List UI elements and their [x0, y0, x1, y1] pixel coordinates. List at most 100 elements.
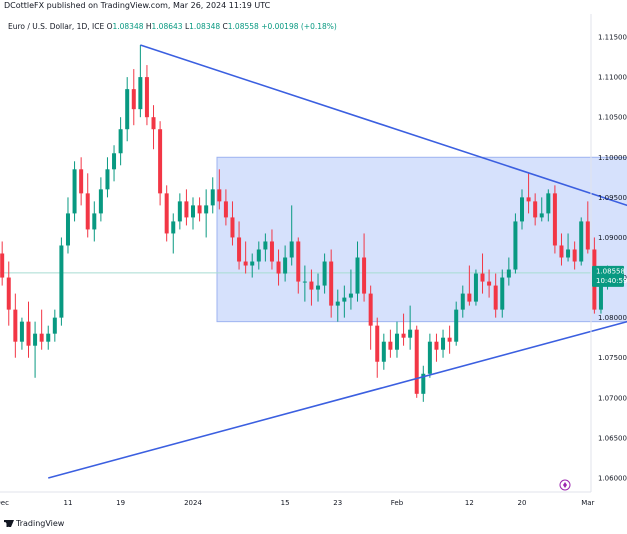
candle-body: [177, 201, 182, 222]
candle-body: [164, 193, 169, 234]
candle: [421, 365, 426, 402]
candle-body: [98, 189, 103, 214]
candle: [526, 173, 531, 214]
candle-body: [487, 281, 492, 286]
candle-body: [171, 221, 176, 234]
candle: [118, 117, 123, 166]
candle: [388, 329, 393, 358]
candle: [401, 313, 406, 346]
candle: [26, 301, 31, 358]
candle-body: [250, 261, 255, 266]
price-tick-label: 1.07500: [598, 354, 627, 362]
price-tick-label: 1.09000: [598, 234, 627, 242]
time-tick-label: 15: [281, 499, 290, 507]
candle-body: [585, 221, 590, 250]
candle-body: [263, 241, 268, 250]
candle: [125, 77, 130, 142]
candle: [585, 201, 590, 254]
candle: [322, 253, 327, 294]
candle-body: [316, 285, 321, 290]
candle-body: [204, 205, 209, 214]
candle-body: [342, 297, 347, 302]
candle: [33, 321, 38, 378]
candle: [480, 253, 485, 294]
price-tick-label: 1.09500: [598, 194, 627, 202]
candle: [237, 221, 242, 270]
time-tick-label: 11: [64, 499, 73, 507]
candle: [316, 273, 321, 302]
symbol-name: Euro / U.S. Dollar, 1D, ICE: [8, 22, 105, 31]
candle-body: [506, 269, 511, 278]
time-axis[interactable]: 21Dec111920241523Feb1220Mar1119Apr: [0, 499, 627, 507]
candle-body: [85, 193, 90, 230]
candle-body: [197, 205, 202, 214]
candle: [131, 69, 136, 126]
candle-body: [125, 89, 130, 130]
candle: [447, 325, 452, 354]
candle-body: [447, 337, 452, 342]
candle-body: [572, 249, 577, 262]
candle-body: [184, 201, 189, 218]
candle-body: [230, 217, 235, 238]
candle: [177, 193, 182, 230]
price-tick-label: 1.07000: [598, 394, 627, 402]
candle-body: [493, 285, 498, 310]
candle: [59, 237, 64, 326]
candle-body: [52, 317, 57, 334]
candle-body: [322, 261, 327, 286]
candle-body: [269, 241, 274, 262]
open-value: 1.08348: [112, 22, 144, 31]
descending-trendline[interactable]: [140, 44, 627, 207]
candle: [296, 237, 301, 294]
magic-icon[interactable]: [559, 479, 571, 491]
candle: [520, 189, 524, 230]
candle: [13, 293, 18, 358]
candle-body: [59, 245, 64, 318]
tradingview-brand[interactable]: TradingView: [4, 519, 64, 528]
candle-body: [467, 293, 472, 302]
candle-body: [598, 285, 603, 310]
time-tick-label: 12: [465, 499, 474, 507]
time-tick-label: 19: [116, 499, 125, 507]
candle: [217, 169, 222, 210]
high-key: H: [145, 22, 152, 31]
price-tick-label: 1.11500: [598, 34, 627, 42]
candle: [276, 249, 281, 286]
candle-body: [329, 261, 334, 306]
candle-body: [460, 293, 465, 310]
candle: [487, 269, 492, 298]
candle-body: [546, 193, 551, 214]
candle: [368, 285, 373, 350]
candle-body: [513, 221, 518, 270]
candle-body: [388, 341, 393, 350]
candle: [164, 185, 169, 242]
candle: [85, 173, 90, 238]
candle-body: [46, 333, 51, 342]
candle: [348, 269, 353, 310]
candle: [427, 333, 432, 378]
candle-body: [283, 257, 288, 274]
close-key: C: [222, 22, 228, 31]
candle: [467, 265, 472, 306]
candle-body: [72, 169, 77, 214]
candle: [92, 201, 97, 242]
candle: [52, 309, 57, 342]
ascending-trendline[interactable]: [48, 320, 627, 479]
candle: [6, 261, 11, 326]
candle: [335, 289, 340, 322]
price-tick-label: 1.06500: [598, 434, 627, 442]
high-value: 1.08643: [151, 22, 183, 31]
candle: [546, 189, 551, 222]
candle: [460, 285, 465, 318]
candle-body: [526, 197, 531, 202]
candle-body: [421, 373, 426, 394]
candle: [243, 241, 248, 274]
candle: [19, 317, 24, 350]
symbol-legend: Euro / U.S. Dollar, 1D, ICE O1.08348 H1.…: [8, 22, 337, 31]
candle-body: [138, 77, 143, 110]
candle-body: [427, 341, 432, 374]
candle: [533, 193, 538, 226]
price-tick-label: 1.08000: [598, 314, 627, 322]
range-box[interactable]: [216, 156, 627, 323]
